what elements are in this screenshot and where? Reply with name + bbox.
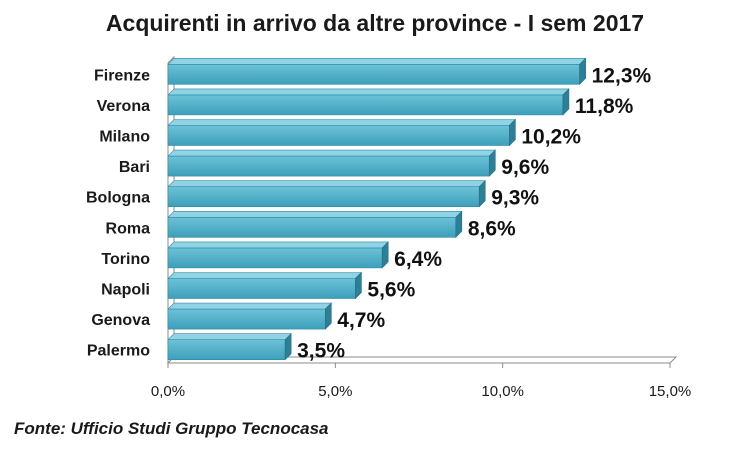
category-label: Milano bbox=[99, 129, 150, 146]
value-label: 11,8% bbox=[575, 95, 634, 118]
bar bbox=[167, 179, 486, 208]
bar-top bbox=[167, 57, 587, 65]
bar-end bbox=[488, 149, 496, 177]
x-tick-label: 5,0% bbox=[318, 383, 352, 400]
bar-front bbox=[167, 339, 286, 361]
value-label: 8,6% bbox=[468, 217, 516, 240]
bar-end bbox=[324, 302, 332, 330]
bar-top bbox=[167, 241, 389, 249]
x-tick-label: 10,0% bbox=[481, 383, 524, 400]
category-label: Verona bbox=[97, 98, 150, 115]
value-label: 12,3% bbox=[592, 64, 652, 87]
bar-front bbox=[167, 125, 510, 146]
bar bbox=[167, 332, 292, 361]
value-label: 4,7% bbox=[337, 309, 385, 332]
bar bbox=[167, 149, 497, 177]
bar-front bbox=[167, 155, 490, 177]
bar-end bbox=[284, 332, 292, 361]
bar bbox=[167, 271, 363, 300]
value-label: 6,4% bbox=[394, 248, 442, 271]
bar-top bbox=[167, 88, 570, 96]
bar bbox=[167, 302, 333, 330]
source-note: Fonte: Ufficio Studi Gruppo Tecnocasa bbox=[14, 419, 329, 438]
category-label: Napoli bbox=[101, 282, 150, 299]
bar-top bbox=[167, 119, 517, 126]
bar-top bbox=[167, 149, 497, 157]
bar-front bbox=[167, 94, 564, 116]
bar bbox=[167, 88, 570, 116]
category-label: Bologna bbox=[86, 190, 150, 207]
bar-top bbox=[167, 333, 292, 341]
value-label: 9,3% bbox=[491, 187, 539, 210]
bar bbox=[167, 118, 517, 147]
bar-front bbox=[167, 186, 480, 207]
value-label: 10,2% bbox=[521, 126, 581, 149]
value-label: 5,6% bbox=[367, 279, 415, 302]
bar-end bbox=[478, 179, 486, 208]
bar-end bbox=[509, 118, 516, 147]
bar-front bbox=[167, 308, 326, 330]
bar-front bbox=[167, 247, 383, 269]
bars-layer bbox=[167, 57, 587, 361]
category-label: Roma bbox=[106, 220, 151, 237]
category-label: Palermo bbox=[87, 343, 150, 360]
bar-end bbox=[562, 88, 570, 116]
bar bbox=[167, 210, 463, 239]
x-tick-label: 15,0% bbox=[649, 383, 692, 400]
bar-front bbox=[167, 217, 457, 238]
x-tick-label: 0,0% bbox=[151, 383, 185, 400]
labels-layer: 0,0% 5,0% 10,0% 15,0% Firenze 12,3% Verona 11,8… bbox=[86, 64, 691, 400]
bar-front bbox=[167, 64, 580, 85]
category-label: Torino bbox=[101, 251, 150, 268]
category-label: Genova bbox=[91, 312, 150, 329]
bar-front bbox=[167, 278, 356, 299]
bar-end bbox=[355, 271, 362, 300]
value-label: 3,5% bbox=[297, 340, 345, 363]
bar bbox=[167, 57, 587, 86]
category-label: Bari bbox=[119, 159, 150, 176]
bar-top bbox=[167, 302, 333, 310]
bar-top bbox=[167, 272, 363, 279]
bar-end bbox=[579, 57, 586, 86]
bar-end bbox=[455, 210, 463, 239]
bar-top bbox=[167, 180, 486, 187]
bar bbox=[167, 241, 389, 269]
chart-title: Acquirenti in arrivo da altre province -… bbox=[105, 10, 645, 36]
value-label: 9,6% bbox=[501, 156, 549, 179]
bar-top bbox=[167, 211, 463, 218]
category-label: Firenze bbox=[94, 67, 150, 84]
bar-end bbox=[381, 241, 389, 269]
